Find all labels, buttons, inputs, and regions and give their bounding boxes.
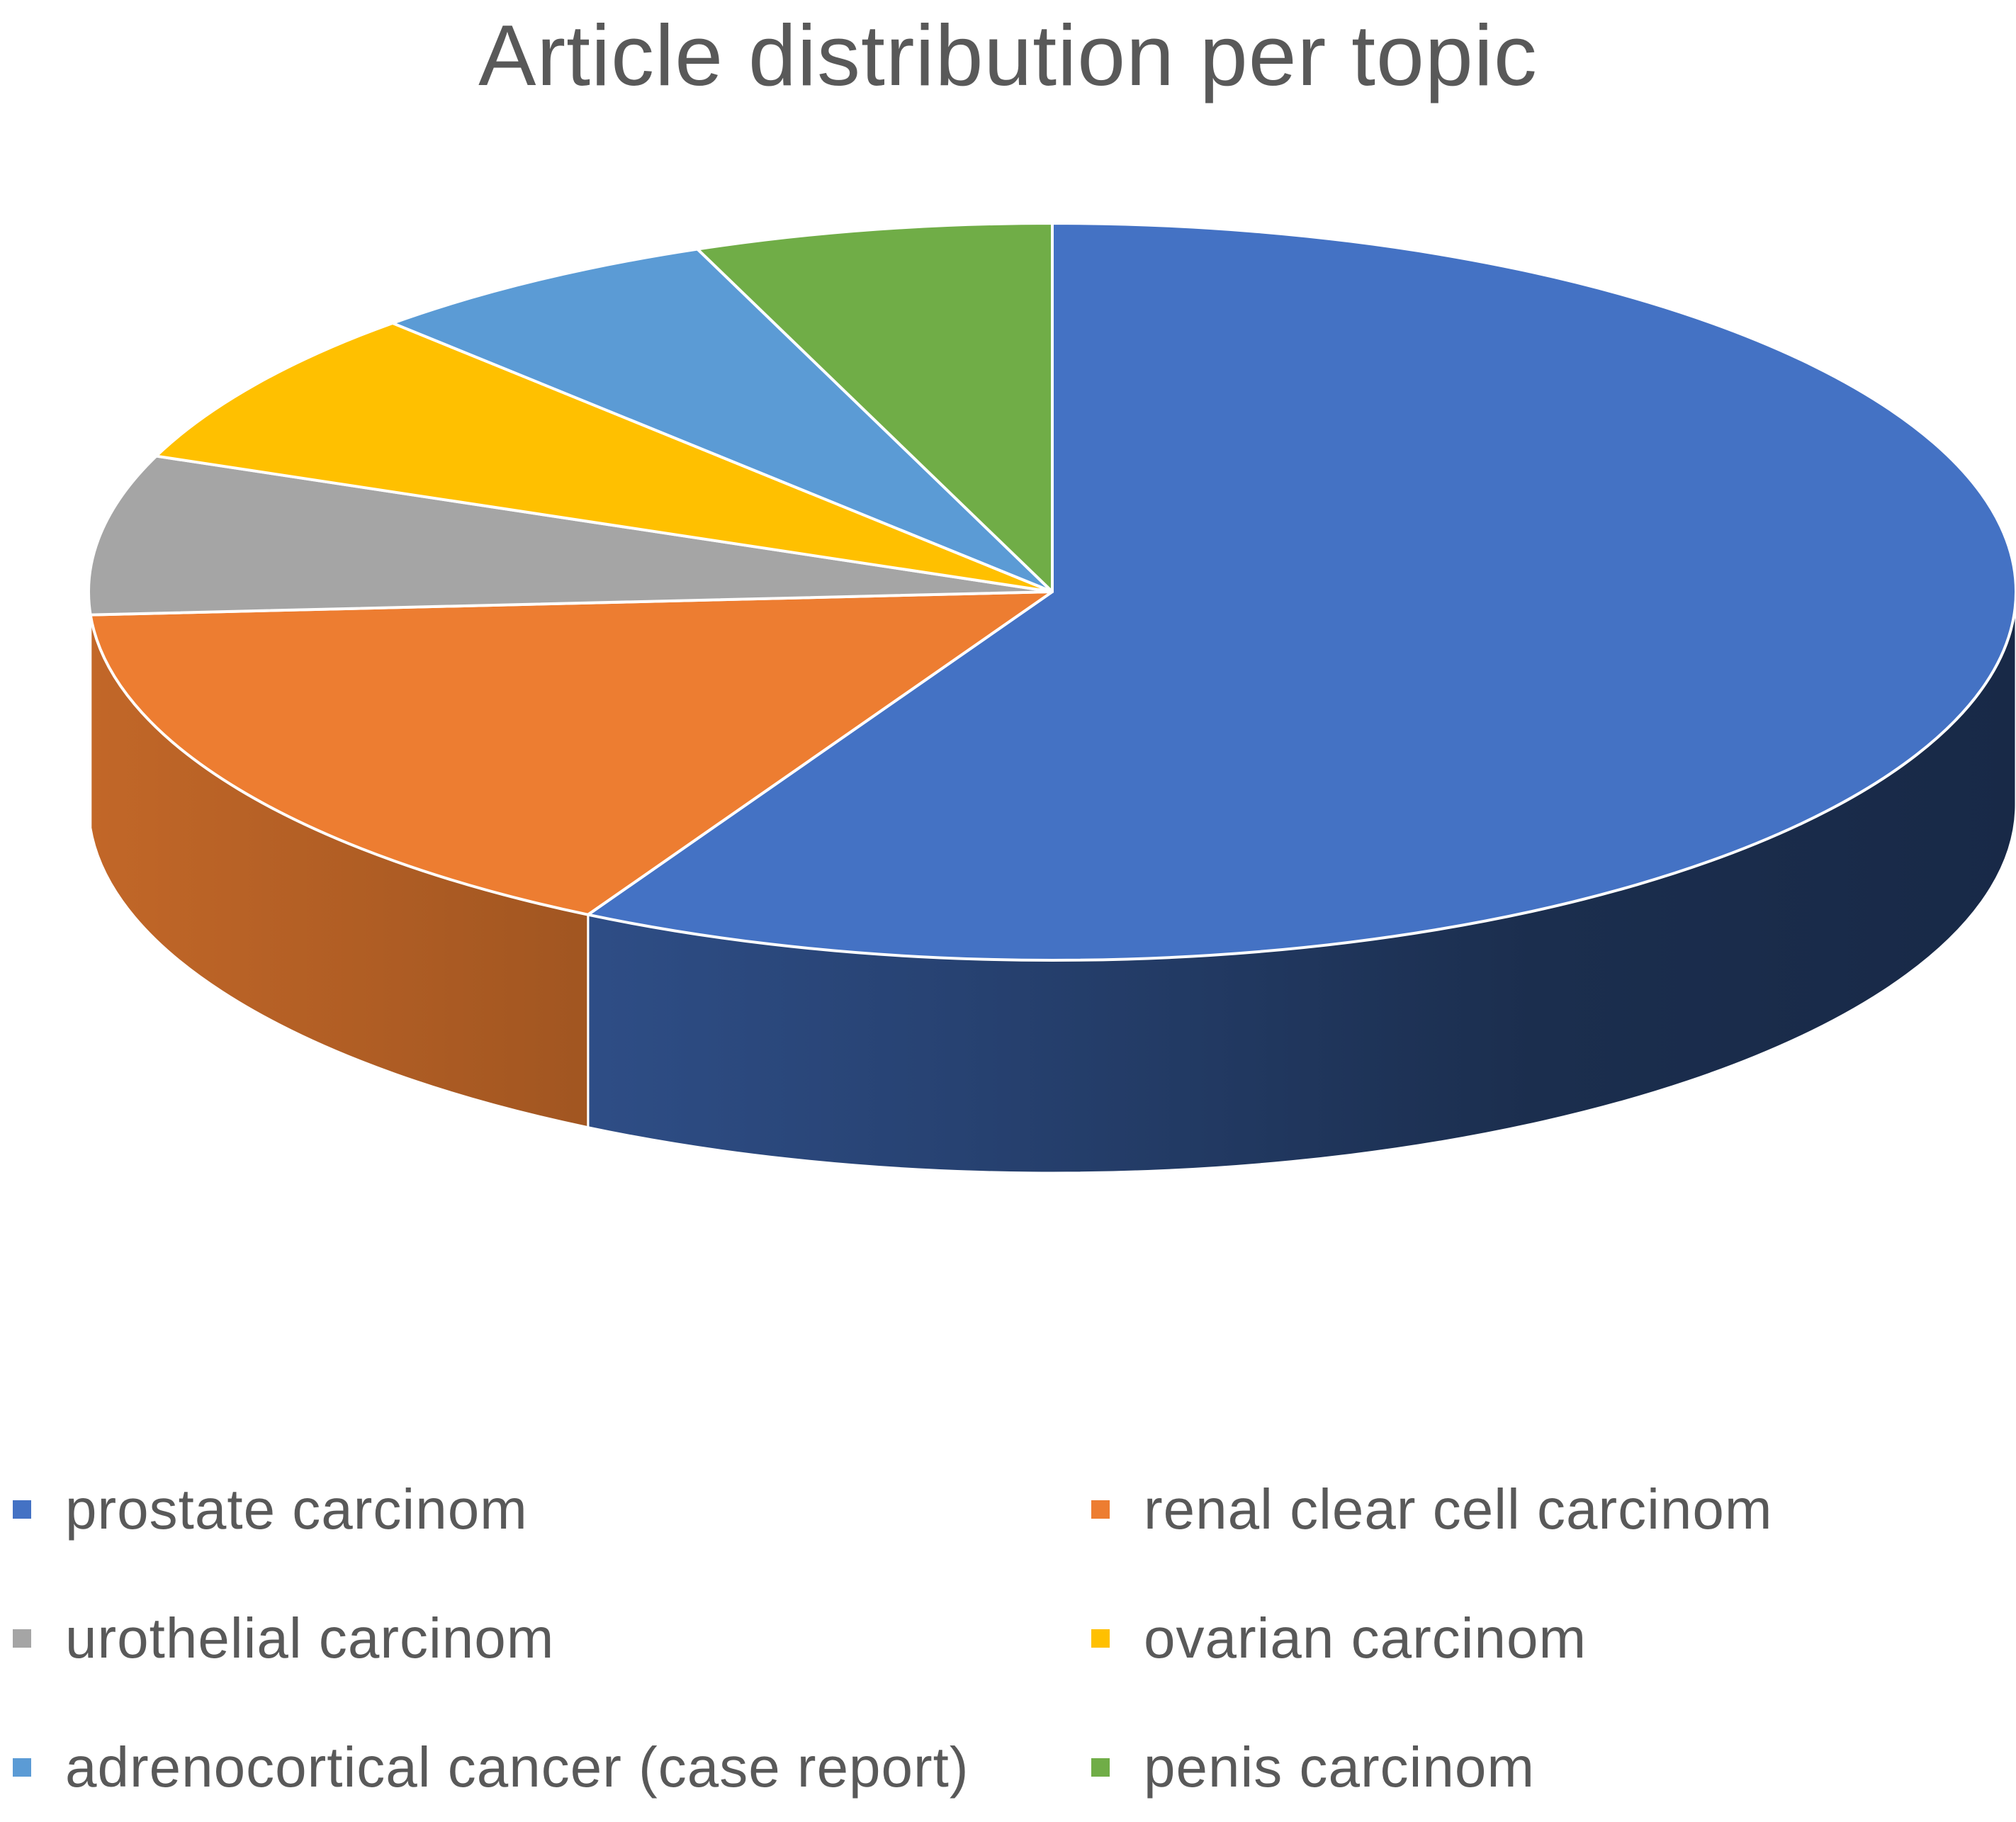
legend-swatch [1091, 1758, 1110, 1777]
pie-top [87, 222, 2016, 962]
legend: prostate carcinom renal clear cell carci… [0, 1474, 2016, 1814]
pie-slice-ovarian-carcinom [154, 321, 1054, 593]
pie-slice-adrenocortical-cancer-case-report [391, 247, 1054, 593]
legend-item-ovarian: ovarian carcinom [1091, 1603, 1587, 1674]
pie-slice-renal-clear-cell-carcinom [89, 590, 1054, 916]
legend-label: ovarian carcinom [1144, 1607, 1587, 1670]
legend-item-renal: renal clear cell carcinom [1091, 1474, 1773, 1545]
legend-item-prostate: prostate carcinom [13, 1474, 528, 1545]
legend-label: penis carcinom [1144, 1736, 1536, 1799]
legend-item-adrenocortical: adrenocortical cancer (case report) [13, 1732, 969, 1803]
pie-slice-penis-carcinom [696, 222, 1054, 593]
chart-title: Article distribution per topic [478, 7, 1538, 103]
legend-swatch [1091, 1500, 1110, 1519]
legend-item-penis: penis carcinom [1091, 1732, 1535, 1803]
legend-label: adrenocortical cancer (case report) [65, 1736, 969, 1799]
pie-slice-prostate-carcinom [586, 222, 2016, 962]
pie-slice-side-urothelial-carcinom [87, 591, 92, 828]
legend-swatch [13, 1500, 31, 1519]
legend-label: prostate carcinom [65, 1478, 528, 1541]
legend-swatch [1091, 1629, 1110, 1648]
legend-swatch [13, 1629, 31, 1648]
pie-slice-urothelial-carcinom [87, 454, 1054, 617]
legend-item-urothelial: urothelial carcinom [13, 1603, 554, 1674]
legend-label: urothelial carcinom [65, 1607, 555, 1670]
legend-label: renal clear cell carcinom [1144, 1478, 1773, 1541]
legend-swatch [13, 1758, 31, 1777]
